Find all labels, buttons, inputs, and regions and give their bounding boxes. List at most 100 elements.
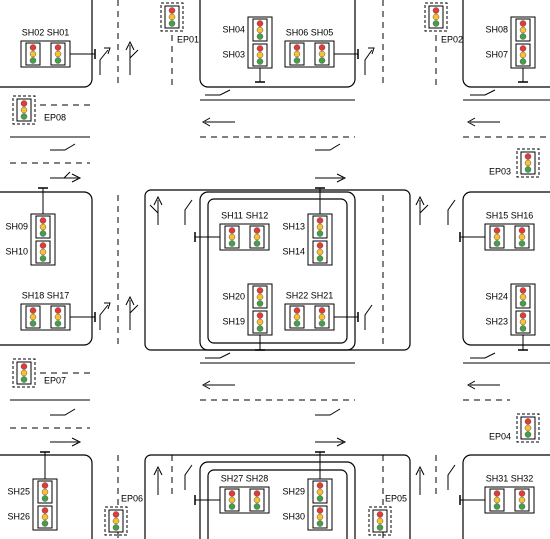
ep-label: EP07	[44, 375, 66, 385]
signal-lamp	[519, 318, 527, 326]
signal-label: SH11	[221, 210, 243, 220]
signal-lamp	[168, 13, 176, 21]
signal-lamp	[112, 511, 120, 518]
signal-lamp	[41, 507, 49, 514]
signal-group: SH04 SH03	[222, 16, 273, 83]
signal-label: SH02	[22, 27, 45, 37]
signal-lamp	[256, 318, 264, 326]
signal-lamp	[519, 293, 527, 301]
signal-label: SH28	[246, 473, 269, 483]
ep-frame	[104, 506, 128, 536]
signal-label: SH21	[311, 290, 334, 300]
signal-label: SH29	[282, 486, 305, 496]
signal-lamp	[518, 240, 526, 247]
signal-lamp	[29, 50, 37, 58]
signal-group: SH13 SH14	[282, 187, 333, 266]
signal-lamp	[41, 488, 49, 496]
signal-lamp	[316, 495, 324, 502]
signal-group: SH20 SH19	[222, 283, 273, 351]
signal-lamp	[54, 57, 62, 64]
signal-lamp	[256, 58, 264, 65]
signal-lamp	[318, 50, 326, 58]
signal-lamp	[253, 227, 261, 234]
signal-lamp	[39, 248, 47, 256]
ep-label: EP01	[177, 34, 199, 44]
signal-lamp	[519, 33, 527, 40]
signal-lamp	[256, 51, 264, 59]
signal-lamp	[29, 313, 37, 321]
signal-label: SH23	[485, 316, 508, 326]
signal-lamp	[29, 320, 37, 327]
ep-frame	[516, 148, 540, 178]
signal-label: SH25	[7, 486, 30, 496]
signal-lamp	[519, 51, 527, 59]
signal-lamp	[253, 490, 261, 497]
signal-lamp	[518, 227, 526, 234]
signal-lamp	[316, 482, 324, 489]
signal-label: SH16	[511, 210, 534, 220]
signal-lamp	[316, 242, 324, 249]
signal-lamp	[524, 431, 532, 438]
signal-lamp	[228, 503, 236, 510]
signal-lamp	[518, 233, 526, 241]
signal-group: SH09 SH10	[5, 187, 56, 266]
signal-lamp	[316, 513, 324, 521]
signal-lamp	[316, 255, 324, 262]
signal-lamp	[493, 496, 501, 504]
signal-lamp	[316, 223, 324, 231]
ep-frame	[160, 2, 184, 32]
signal-lamp	[228, 233, 236, 241]
signal-label: SH26	[7, 511, 30, 521]
signal-lamp	[519, 58, 527, 65]
signal-lamp	[228, 227, 236, 234]
signal-label: SH06	[286, 27, 309, 37]
signal-lamp	[39, 255, 47, 262]
signal-lamp	[519, 45, 527, 52]
signal-lamp	[20, 113, 28, 120]
signal-lamp	[256, 325, 264, 332]
signal-lamp	[519, 325, 527, 332]
signal-lamp	[316, 488, 324, 496]
signal-lamp	[256, 312, 264, 319]
signal-label: SH15	[486, 210, 509, 220]
signal-lamp	[316, 217, 324, 224]
signal-lamp	[54, 307, 62, 314]
ep-frame	[12, 358, 36, 388]
signal-lamp	[39, 230, 47, 237]
signal-label: SH31	[486, 473, 509, 483]
signal-label: SH24	[485, 291, 508, 301]
signal-lamp	[293, 313, 301, 321]
signal-lamp	[256, 287, 264, 294]
signal-label: SH04	[222, 24, 245, 34]
signal-lamp	[493, 490, 501, 497]
signal-lamp	[256, 300, 264, 307]
signal-lamp	[256, 26, 264, 34]
signal-lamp	[20, 100, 28, 107]
signal-lamp	[316, 507, 324, 514]
signal-lamp	[168, 20, 176, 27]
signal-group: SH24 SH23	[485, 283, 536, 351]
signal-group: SH31 SH32	[459, 473, 535, 514]
signal-lamp	[41, 495, 49, 502]
signal-label: SH18	[22, 290, 45, 300]
signal-group: SH22 SH21	[284, 290, 359, 331]
signal-label: SH22	[286, 290, 309, 300]
signal-group: SH06 SH05	[284, 27, 359, 68]
signal-lamp	[316, 230, 324, 237]
signal-lamp	[54, 313, 62, 321]
signal-lamp	[318, 44, 326, 51]
lane-arrows	[50, 40, 500, 495]
emergency-point: EP07	[12, 358, 66, 388]
emergency-point: EP01	[160, 2, 199, 44]
signal-label: SH10	[5, 246, 28, 256]
ep-label: EP08	[44, 112, 66, 122]
signal-lamp	[168, 7, 176, 14]
signal-group: SH18 SH17	[20, 290, 96, 331]
signal-lamp	[256, 20, 264, 27]
signal-lamp	[20, 369, 28, 377]
signal-lamp	[318, 313, 326, 321]
signal-lamp	[293, 307, 301, 314]
signal-label: SH09	[5, 221, 28, 231]
signal-group: SH15 SH16	[459, 210, 535, 251]
